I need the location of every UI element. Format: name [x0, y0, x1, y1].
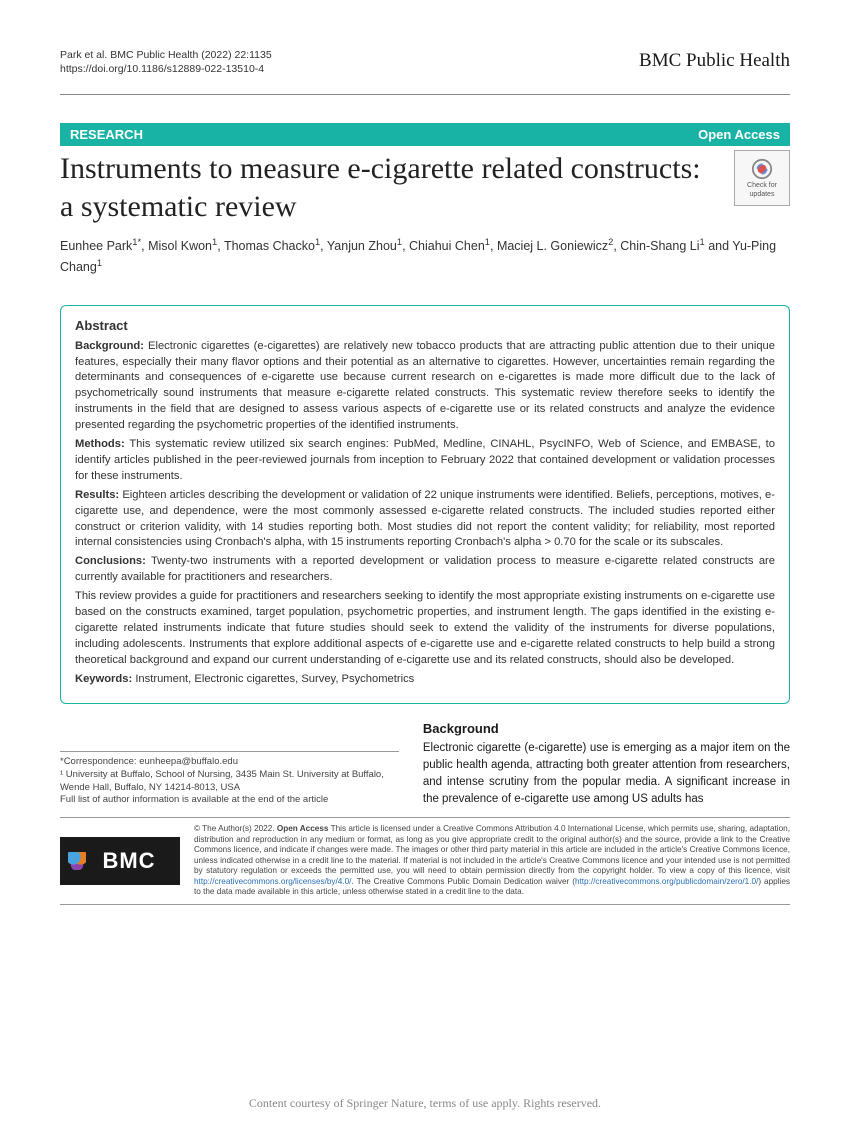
methods-label: Methods:	[75, 438, 125, 450]
bmc-logo: BMC	[60, 837, 180, 885]
corr-email[interactable]: eunheepa@buffalo.edu	[139, 756, 238, 767]
journal-title: BMC Public Health	[639, 48, 790, 74]
corr-affiliation: ¹ University at Buffalo, School of Nursi…	[60, 769, 399, 795]
open-access-badge: Open Access	[698, 127, 780, 142]
keywords-label: Keywords:	[75, 673, 132, 685]
results-label: Results:	[75, 489, 119, 501]
keywords-text: Instrument, Electronic cigarettes, Surve…	[135, 673, 414, 685]
corr-label: *Correspondence:	[60, 756, 137, 767]
research-badge: RESEARCH	[70, 127, 143, 142]
citation-line: Park et al. BMC Public Health (2022) 22:…	[60, 48, 272, 62]
conclusions-label: Conclusions:	[75, 555, 146, 567]
background-heading: Background	[423, 720, 790, 739]
check-updates-line1: Check for	[747, 182, 777, 189]
correspondence-column: *Correspondence: eunheepa@buffalo.edu ¹ …	[60, 720, 399, 808]
article-title: Instruments to measure e-cigarette relat…	[60, 150, 718, 225]
cc-by-link[interactable]: http://creativecommons.org/licenses/by/4…	[194, 877, 351, 886]
background-label: Background:	[75, 340, 144, 352]
crossmark-icon	[751, 158, 773, 180]
license-text: © The Author(s) 2022. Open Access This a…	[194, 824, 790, 898]
body-column: Background Electronic cigarette (e-cigar…	[423, 720, 790, 808]
courtesy-note: Content courtesy of Springer Nature, ter…	[0, 1096, 850, 1111]
corr-note: Full list of author information is avail…	[60, 794, 399, 807]
abstract-heading: Abstract	[75, 317, 775, 335]
header-rule	[60, 94, 790, 95]
doi-link[interactable]: https://doi.org/10.1186/s12889-022-13510…	[60, 62, 272, 76]
methods-text: This systematic review utilized six sear…	[75, 438, 775, 482]
article-type-banner: RESEARCH Open Access	[60, 123, 790, 146]
license-footer: BMC © The Author(s) 2022. Open Access Th…	[60, 817, 790, 905]
citation-block: Park et al. BMC Public Health (2022) 22:…	[60, 48, 272, 76]
conclusions-text: Twenty-two instruments with a reported d…	[75, 555, 775, 583]
background-text: Electronic cigarettes (e-cigarettes) are…	[75, 340, 775, 432]
running-header: Park et al. BMC Public Health (2022) 22:…	[60, 48, 790, 76]
abstract-box: Abstract Background: Electronic cigarett…	[60, 305, 790, 703]
results-text: Eighteen articles describing the develop…	[75, 489, 775, 549]
bmc-logo-text: BMC	[102, 848, 155, 874]
check-updates-line2: updates	[750, 191, 775, 198]
author-list: Eunhee Park1*, Misol Kwon1, Thomas Chack…	[60, 235, 790, 277]
abstract-summary: This review provides a guide for practit…	[75, 589, 775, 669]
background-body: Electronic cigarette (e-cigarette) use i…	[423, 740, 790, 807]
check-updates-button[interactable]: Check for updates	[734, 150, 790, 206]
cc0-link[interactable]: http://creativecommons.org/publicdomain/…	[575, 877, 758, 886]
